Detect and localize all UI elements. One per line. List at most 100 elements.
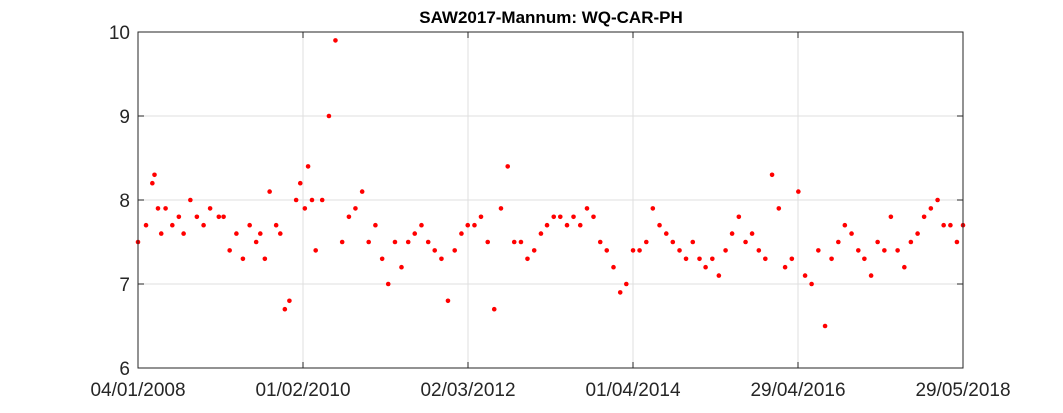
data-point: [445, 298, 451, 304]
data-point: [703, 264, 708, 270]
data-point: [577, 222, 583, 228]
data-point: [670, 239, 676, 245]
data-point: [498, 206, 504, 211]
data-point: [888, 214, 894, 220]
data-point: [379, 256, 385, 262]
data-point: [809, 281, 814, 287]
data-point: [359, 189, 365, 194]
data-point: [216, 214, 222, 220]
data-point: [392, 239, 398, 245]
data-point: [683, 256, 689, 262]
data-point: [170, 222, 175, 228]
data-point: [472, 222, 477, 228]
data-point: [491, 306, 497, 312]
data-point: [796, 189, 801, 194]
data-point: [650, 206, 656, 211]
data-point: [749, 231, 755, 236]
data-point: [895, 248, 900, 253]
data-point: [928, 206, 934, 211]
data-point: [842, 222, 848, 228]
data-point: [385, 281, 391, 287]
data-point: [432, 248, 438, 253]
data-point: [150, 180, 155, 186]
data-point: [756, 248, 762, 253]
data-point: [201, 222, 206, 228]
y-tick-label: 10: [109, 23, 130, 44]
data-point: [902, 264, 907, 270]
data-point: [557, 214, 563, 220]
x-tick-label: 01/02/2010: [255, 380, 350, 401]
data-point: [710, 256, 715, 262]
data-point: [697, 256, 702, 262]
grid: [138, 32, 963, 368]
data-point: [155, 206, 161, 211]
data-point: [663, 231, 669, 236]
data-point: [176, 214, 182, 220]
data-point: [941, 222, 946, 228]
data-point: [551, 214, 557, 220]
data-point: [782, 264, 788, 270]
data-point: [439, 256, 444, 262]
data-point: [399, 264, 404, 270]
data-point: [267, 189, 272, 194]
data-point: [313, 248, 318, 253]
data-point: [305, 164, 311, 169]
data-point: [657, 222, 662, 228]
data-point: [234, 231, 239, 236]
data-point: [935, 197, 940, 203]
data-point: [194, 214, 200, 220]
data-point: [531, 248, 537, 253]
x-tick-label: 02/03/2012: [420, 380, 515, 401]
data-point: [505, 164, 511, 169]
data-point: [339, 239, 345, 245]
data-point: [207, 206, 213, 211]
data-point: [253, 239, 259, 245]
data-point: [405, 239, 411, 245]
data-point: [262, 256, 268, 262]
data-point: [921, 214, 927, 220]
x-axis-tick-labels: 04/01/2008 01/02/2010 02/03/2012 01/04/2014…: [90, 380, 1010, 401]
data-point: [948, 222, 953, 228]
data-points: [135, 38, 966, 329]
data-point: [716, 273, 722, 278]
data-point: [309, 197, 315, 203]
data-point: [152, 172, 157, 178]
data-point: [412, 231, 418, 236]
data-point: [776, 206, 782, 211]
data-point: [915, 231, 920, 236]
data-point: [319, 197, 325, 203]
data-point: [729, 231, 735, 236]
data-point: [690, 239, 696, 245]
data-point: [789, 256, 795, 262]
data-point: [247, 222, 252, 228]
data-point: [511, 239, 517, 245]
data-point: [346, 214, 352, 220]
data-point: [856, 248, 861, 253]
data-point: [604, 248, 610, 253]
data-point: [611, 264, 616, 270]
y-axis-tick-labels: 6 7 8 9 10: [109, 23, 130, 380]
data-point: [571, 214, 576, 220]
data-point: [875, 239, 880, 245]
data-point: [564, 222, 570, 228]
x-tick-label: 29/04/2016: [750, 380, 845, 401]
data-point: [591, 214, 596, 220]
data-point: [617, 290, 623, 295]
chart-title: SAW2017-Mannum: WQ-CAR-PH: [419, 8, 683, 27]
data-point: [257, 231, 263, 236]
data-point: [763, 256, 768, 262]
data-point: [637, 248, 642, 253]
data-point: [425, 239, 431, 245]
data-point: [538, 231, 544, 236]
data-point: [736, 214, 742, 220]
data-point: [822, 323, 828, 329]
data-point: [862, 256, 867, 262]
data-point: [158, 231, 164, 236]
x-tick-label: 01/04/2014: [585, 380, 681, 401]
data-point: [597, 239, 603, 245]
axis-ticks: [137, 31, 964, 369]
data-point: [465, 222, 471, 228]
data-point: [849, 231, 854, 236]
data-point: [677, 248, 682, 253]
